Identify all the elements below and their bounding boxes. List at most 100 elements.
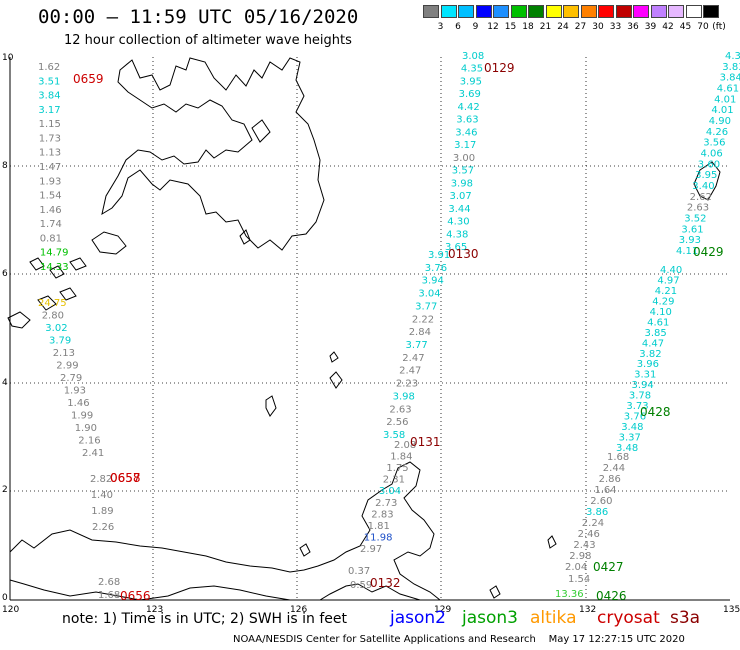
coastlines	[7, 57, 721, 601]
coastline-island-d	[239, 229, 251, 245]
wave-height-label: 3.94	[422, 276, 444, 287]
color-scale-swatch	[563, 5, 579, 18]
wave-height-label: 3.96	[637, 359, 659, 370]
wave-height-label: 2.98	[569, 551, 591, 562]
wave-height-label: 2.31	[383, 475, 405, 486]
color-scale-swatch	[528, 5, 544, 18]
color-scale-label: 33	[609, 22, 622, 32]
wave-height-label: 3.76	[425, 263, 447, 274]
x-tick-label: 132	[579, 605, 596, 615]
wave-height-label: 3.91	[428, 250, 450, 261]
color-scale-label: 39	[644, 22, 657, 32]
track: 3.913.763.943.043.772.222.843.772.472.47…	[383, 247, 479, 441]
wave-height-label: 4.61	[717, 84, 739, 95]
wave-height-label: 1.99	[71, 411, 93, 422]
wave-height-label: 2.63	[389, 404, 411, 415]
coastline-sangihe-1	[329, 371, 343, 389]
wave-height-label: 2.04	[565, 562, 587, 573]
wave-height-label: 1.73	[39, 133, 61, 144]
wave-height-label: 4.35	[461, 64, 483, 75]
y-tick-label: 2	[2, 485, 8, 495]
wave-height-label: 1.81	[368, 521, 390, 532]
wave-height-label: 1.15	[39, 119, 61, 130]
wave-height-label: 3.31	[634, 370, 656, 381]
track: 3.08 4.35 3.953.69 4.42 3.633.46 3.17 3.00 3.57…	[445, 51, 515, 253]
wave-height-label: 1.75	[386, 463, 408, 474]
wave-height-label: 2.46	[578, 529, 600, 540]
wave-height-label: 2.63	[687, 203, 709, 214]
wave-height-label: 4.10	[650, 307, 672, 318]
wave-height-label: 3.17	[454, 140, 476, 151]
wave-height-label: 3.95	[695, 170, 717, 181]
wave-height-label: 2.83	[371, 509, 393, 520]
color-scale-swatch	[440, 5, 457, 18]
x-tick-label: 129	[434, 605, 451, 615]
wave-height-label: 3.84	[38, 91, 60, 102]
track: 2.081.841.752.313.042.732.831.8111.982.9…	[360, 435, 441, 555]
coastline-mindanao	[101, 57, 325, 251]
track: 2.68 1.68 0656	[98, 577, 151, 603]
color-scale-swatch	[545, 5, 562, 18]
wave-height-label: 4.3	[725, 51, 740, 62]
wave-height-label: 4.42	[458, 102, 480, 113]
page-subtitle: 12 hour collection of altimeter wave hei…	[64, 33, 352, 48]
wave-height-label: 4.90	[709, 116, 731, 127]
wave-height-label: 3.93	[679, 235, 701, 246]
wave-height-label: 3.65	[445, 242, 467, 253]
pass-time-label: 0659	[73, 72, 104, 86]
wave-height-label: 4.06	[701, 149, 723, 160]
wave-height-label: 3.00	[453, 153, 475, 164]
y-tick-label: 4	[2, 378, 8, 388]
legend-s3a: s3a	[670, 608, 701, 628]
wave-height-label: 4.97	[657, 276, 679, 287]
color-scale-swatch	[458, 5, 474, 18]
wave-height-label: 3.82	[639, 349, 661, 360]
wave-height-label: 2.80	[42, 311, 64, 322]
wave-height-label: 1.93	[39, 176, 61, 187]
wave-height-label: 3.77	[406, 340, 428, 351]
wave-height-label: 3.04	[379, 486, 401, 497]
wave-height-label: 3.83	[722, 62, 740, 73]
color-scale-swatch	[493, 5, 509, 18]
coastline-sulu-3	[69, 257, 87, 271]
color-scale-label: 42	[662, 22, 674, 32]
wave-height-label: 3.40	[692, 181, 714, 192]
wave-height-label: 1.68	[607, 452, 629, 463]
wave-height-label: 2.24	[582, 518, 604, 529]
coastline-sulu-4	[7, 311, 31, 329]
wave-height-label: 3.60	[698, 159, 720, 170]
wave-height-label: 1.46	[67, 398, 89, 409]
color-scale-label: 12	[487, 22, 499, 32]
coastline-sulawesi	[9, 461, 442, 601]
wave-height-label: 1.62	[38, 62, 60, 73]
color-scale-label: 45	[679, 22, 692, 32]
wave-height-label: 1.40	[91, 490, 113, 501]
wave-height-label: 3.52	[684, 214, 706, 225]
wave-height-label: 2.26	[92, 522, 114, 533]
color-scale-unit: (ft)	[712, 22, 726, 32]
coastline-halmahera	[693, 161, 721, 201]
wave-height-label: 24.75	[38, 298, 67, 309]
wave-height-label: 4.29	[652, 296, 674, 307]
wave-height-label: 2.43	[573, 540, 595, 551]
color-scale-label: 21	[539, 22, 552, 32]
coastline-sangihe-2	[329, 351, 339, 363]
wave-height-label: 2.86	[599, 474, 621, 485]
pass-time-label: 0658	[110, 471, 141, 485]
track: 1.54 13.36 0426	[555, 574, 627, 603]
wave-height-label: 1.93	[64, 386, 86, 397]
wave-height-label: 1.89	[91, 506, 113, 517]
wave-height-label: 3.85	[645, 328, 667, 339]
color-scale-swatch	[475, 5, 492, 18]
x-tick-label: 120	[2, 605, 19, 615]
wave-height-label: 2.79	[60, 373, 82, 384]
y-tick-label: 8	[2, 161, 8, 171]
wave-height-label: 2.97	[360, 544, 382, 555]
page-title: 00:00 – 11:59 UTC 05/16/2020	[38, 6, 359, 28]
color-scale: 3 6 9 12 15 18 21 24 27 30 33 36 39 42 45 70 (ft)	[423, 5, 728, 33]
legend-cryosat: cryosat	[597, 608, 660, 628]
wave-height-label: 1.54	[568, 574, 590, 585]
footer-credit: NOAA/NESDIS Center for Satellite Applica…	[233, 634, 685, 645]
wave-height-label: 3.86	[586, 507, 608, 518]
pass-time-label: 0132	[370, 576, 401, 590]
